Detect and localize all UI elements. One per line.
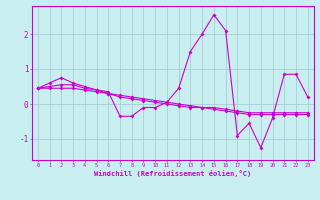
X-axis label: Windchill (Refroidissement éolien,°C): Windchill (Refroidissement éolien,°C)	[94, 170, 252, 177]
